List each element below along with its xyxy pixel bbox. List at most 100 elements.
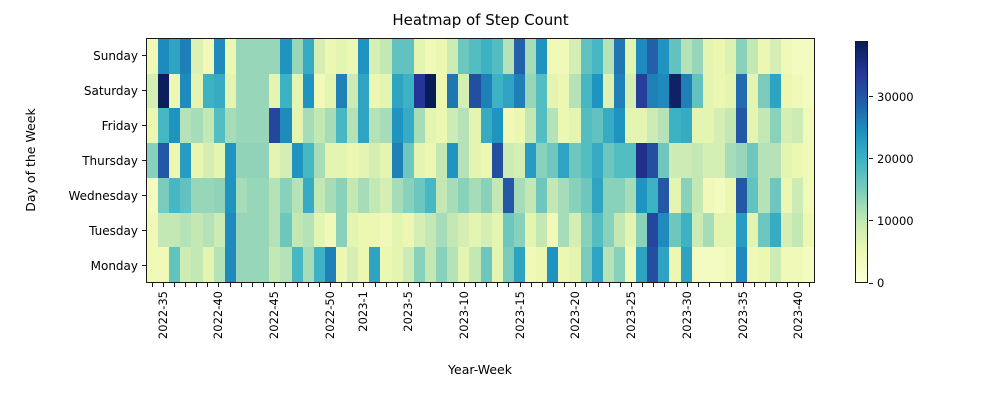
heatmap-cell	[180, 108, 192, 144]
heatmap-cell	[247, 247, 259, 282]
heatmap-cell	[725, 39, 737, 74]
x-tick	[307, 283, 309, 287]
heatmap-cell	[636, 177, 648, 213]
heatmap-cell	[569, 247, 581, 282]
heatmap-cell	[613, 143, 626, 178]
heatmap-cell	[802, 247, 814, 282]
heatmap-cell	[280, 143, 292, 178]
heatmap-cell	[324, 108, 336, 144]
x-tick	[519, 283, 521, 287]
heatmap-cell	[224, 212, 236, 248]
heatmap-cell	[591, 108, 603, 144]
x-tick	[597, 283, 599, 287]
heatmap-cell	[447, 143, 459, 178]
x-tick	[463, 283, 465, 287]
heatmap-cell	[402, 177, 414, 213]
heatmap-cell	[513, 39, 525, 74]
heatmap-cell	[580, 212, 592, 248]
heatmap-cell	[680, 212, 692, 248]
heatmap-cell	[191, 177, 203, 213]
heatmap-cell	[491, 212, 503, 248]
heatmap-cell	[413, 247, 425, 282]
heatmap-cell	[513, 108, 525, 144]
heatmap-cell	[324, 73, 336, 109]
heatmap-cell	[625, 212, 637, 248]
y-tick-label: Wednesday	[68, 188, 138, 203]
heatmap-cell	[235, 177, 248, 213]
heatmap-cell	[547, 73, 559, 109]
heatmap-cell	[491, 177, 503, 213]
heatmap-cell	[669, 108, 681, 144]
heatmap-cell	[625, 177, 637, 213]
heatmap-cell	[224, 73, 236, 109]
heatmap-cell	[458, 247, 470, 282]
heatmap-cell	[669, 39, 681, 74]
x-tick	[631, 283, 633, 287]
heatmap-cell	[524, 108, 537, 144]
heatmap-cell	[591, 247, 603, 282]
x-tick	[229, 283, 231, 287]
x-tick	[586, 283, 588, 287]
x-tick	[329, 283, 331, 287]
heatmap-cell	[147, 177, 159, 213]
heatmap-cell	[335, 143, 348, 178]
heatmap-cell	[791, 212, 803, 248]
heatmap-cell	[713, 39, 726, 74]
x-tick	[697, 283, 699, 287]
x-tick	[263, 283, 265, 287]
colorbar-tick-label: 20000	[877, 151, 914, 166]
heatmap-cell	[558, 108, 570, 144]
heatmap-cell	[502, 73, 514, 109]
heatmap-cell	[513, 247, 525, 282]
heatmap-cell	[436, 247, 448, 282]
heatmap-cell	[424, 177, 437, 213]
heatmap-cell	[669, 247, 681, 282]
heatmap-cell	[747, 73, 759, 109]
heatmap-cell	[158, 177, 170, 213]
heatmap-cell	[725, 177, 737, 213]
heatmap-cell	[269, 108, 281, 144]
heatmap-cell	[313, 73, 325, 109]
heatmap-cell	[658, 73, 670, 109]
x-tick	[686, 283, 688, 287]
heatmap-cell	[224, 143, 236, 178]
heatmap-cell	[591, 73, 603, 109]
x-axis-label: Year-Week	[448, 362, 512, 377]
heatmap-cell	[169, 73, 181, 109]
heatmap-cell	[347, 212, 359, 248]
y-tick-label: Friday	[101, 118, 138, 133]
x-tick	[441, 283, 443, 287]
heatmap-cell	[536, 212, 548, 248]
heatmap-cell	[335, 108, 348, 144]
x-tick	[285, 283, 287, 287]
heatmap-cell	[502, 177, 514, 213]
heatmap-cell	[558, 39, 570, 74]
heatmap-cell	[213, 247, 225, 282]
heatmap-cell	[380, 73, 392, 109]
heatmap-cell	[147, 39, 159, 74]
heatmap-cell	[758, 39, 770, 74]
heatmap-cell	[769, 73, 781, 109]
heatmap-cell	[625, 73, 637, 109]
heatmap-cell	[313, 39, 325, 74]
heatmap-cell	[402, 73, 414, 109]
heatmap-cell	[458, 39, 470, 74]
heatmap-cell	[424, 73, 437, 109]
x-tick	[274, 283, 276, 287]
x-tick-label: 2022-40	[211, 291, 226, 340]
heatmap-cell	[280, 108, 292, 144]
heatmap-cell	[480, 177, 492, 213]
heatmap-cell	[369, 212, 381, 248]
heatmap-cell	[436, 39, 448, 74]
heatmap-cell	[536, 73, 548, 109]
heatmap-cell	[202, 247, 214, 282]
heatmap-cell	[413, 143, 425, 178]
x-tick	[363, 283, 365, 287]
heatmap-cell	[158, 212, 170, 248]
heatmap-cell	[436, 73, 448, 109]
x-tick	[240, 283, 242, 287]
heatmap-cell	[524, 177, 537, 213]
heatmap-cell	[235, 143, 248, 178]
heatmap-cell	[180, 212, 192, 248]
heatmap-cell	[524, 39, 537, 74]
